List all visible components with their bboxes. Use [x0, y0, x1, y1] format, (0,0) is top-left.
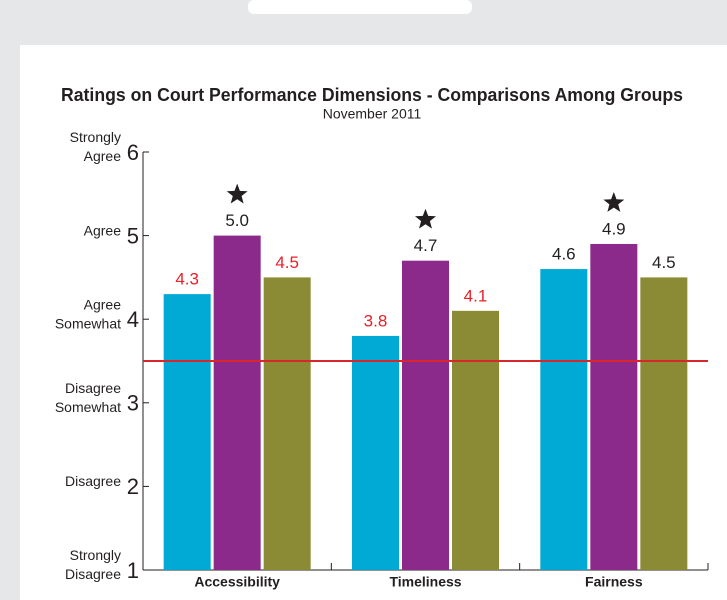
tab [248, 0, 472, 14]
x-tick-label: Timeliness [389, 574, 461, 590]
y-tick-description: Agree [84, 296, 122, 312]
y-tick-description: Strongly [70, 547, 121, 563]
value-label: 4.9 [602, 219, 626, 238]
bar [640, 277, 688, 570]
value-label: 4.3 [175, 270, 199, 289]
y-tick-description: Agree [84, 148, 122, 164]
bar [352, 335, 399, 570]
y-tick-description: Strongly [70, 129, 121, 145]
chart-title: Ratings on Court Performance Dimensions … [61, 85, 683, 105]
significance-star [226, 183, 248, 204]
x-tick-label: Accessibility [194, 574, 280, 590]
bar [540, 269, 588, 570]
y-tick-description: Disagree [65, 473, 121, 489]
value-label: 5.0 [225, 211, 249, 230]
value-label: 3.8 [364, 311, 388, 330]
significance-star [603, 192, 625, 212]
y-tick-label: 5 [127, 223, 139, 248]
value-label: 4.7 [414, 236, 438, 255]
bar [590, 243, 638, 570]
y-tick-description: Somewhat [55, 315, 121, 331]
y-tick-description: Disagree [65, 380, 121, 396]
y-tick-label: 3 [127, 391, 139, 416]
y-tick-label: 2 [127, 474, 139, 499]
bar [402, 260, 449, 570]
y-tick-label: 4 [127, 307, 139, 332]
bar [452, 310, 499, 570]
y-tick-label: 1 [127, 558, 139, 583]
bar [163, 294, 211, 570]
value-label: 4.6 [552, 245, 576, 264]
significance-star [415, 208, 436, 229]
x-tick-label: Fairness [585, 574, 643, 590]
bar [263, 277, 311, 570]
chart-subtitle: November 2011 [323, 106, 422, 122]
value-label: 4.1 [464, 286, 488, 305]
y-tick-description: Agree [84, 222, 122, 238]
bar [213, 235, 261, 570]
value-label: 4.5 [275, 253, 299, 272]
value-label: 4.5 [652, 253, 676, 272]
y-tick-description: Somewhat [55, 399, 121, 415]
y-tick-label: 6 [127, 140, 139, 165]
y-tick-description: Disagree [65, 566, 121, 582]
